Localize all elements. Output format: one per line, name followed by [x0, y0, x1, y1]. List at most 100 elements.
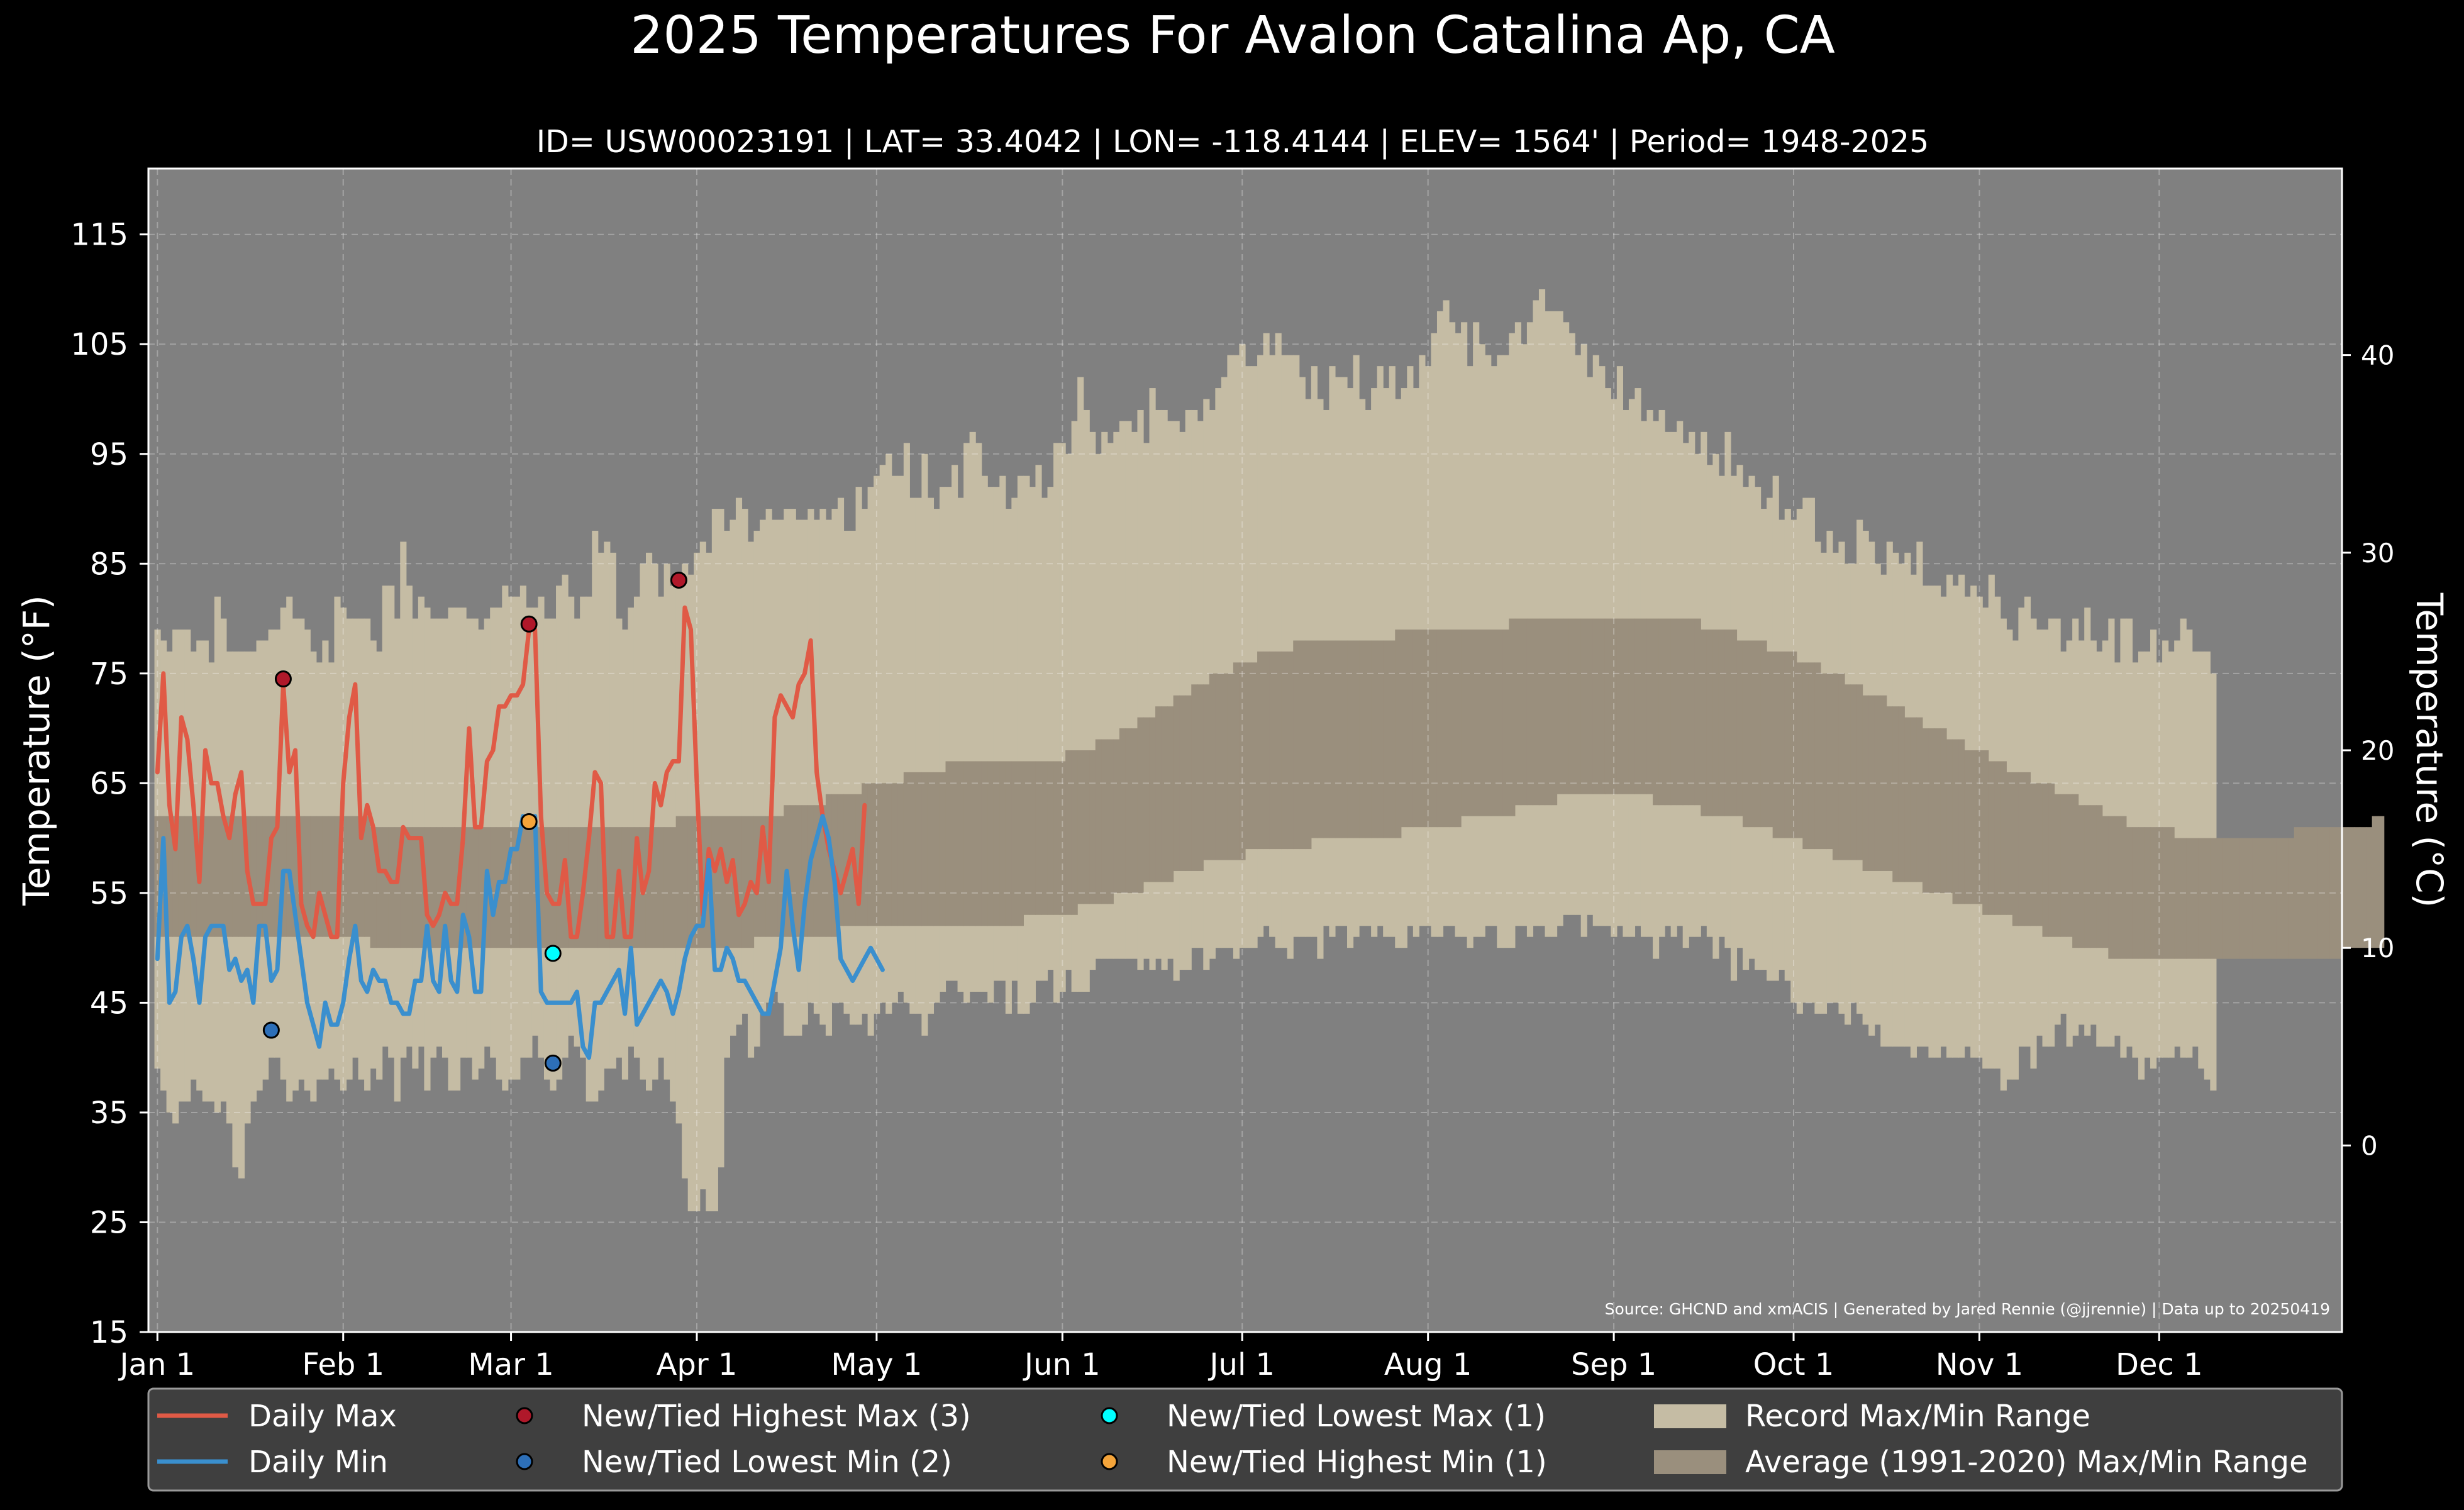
normal-range-bar: [1809, 662, 1815, 849]
normal-range-bar: [1251, 662, 1258, 849]
normal-range-bar: [1773, 652, 1779, 838]
normal-range-bar: [1365, 640, 1372, 838]
normal-range-bar: [1413, 630, 1419, 827]
chart-title: 2025 Temperatures For Avalon Catalina Ap…: [630, 6, 1835, 65]
normal-range-bar: [2192, 838, 2199, 959]
normal-range-bar: [1359, 640, 1365, 838]
normal-range-bar: [2210, 838, 2216, 959]
record-range-bar: [1221, 377, 1228, 948]
normal-range-bar: [257, 816, 263, 937]
legend-swatch-normal-range: [1654, 1450, 1726, 1474]
x-tick-label: Jul 1: [1207, 1347, 1275, 1382]
normal-range-bar: [1641, 619, 1647, 794]
normal-range-bar: [1533, 619, 1539, 806]
normal-range-bar: [952, 761, 958, 926]
normal-range-bar: [1431, 630, 1437, 827]
record-range-bar: [885, 454, 892, 1014]
normal-range-bar: [2108, 816, 2114, 959]
normal-range-bar: [1371, 640, 1377, 838]
normal-range-bar: [1677, 619, 1683, 806]
normal-range-bar: [1221, 674, 1228, 860]
normal-range-bar: [2120, 816, 2126, 959]
normal-range-bar: [2174, 838, 2180, 959]
normal-range-bar: [250, 816, 257, 937]
normal-range-bar: [1904, 718, 1911, 882]
y-tick-label-left: 65: [90, 766, 128, 801]
normal-range-bar: [2114, 816, 2121, 959]
y-tick-label-left: 55: [90, 876, 128, 911]
normal-range-bar: [1473, 630, 1479, 816]
normal-range-bar: [1527, 619, 1533, 806]
normal-range-bar: [1263, 652, 1270, 849]
normal-range-bar: [982, 761, 988, 926]
record-range-bar: [1185, 410, 1192, 970]
normal-range-bar: [868, 783, 874, 926]
y-tick-label-right: 10: [2361, 933, 2394, 963]
normal-range-bar: [1215, 674, 1221, 860]
legend-label-daily-min: Daily Min: [248, 1445, 388, 1480]
y-tick-label-left: 35: [90, 1096, 128, 1131]
normal-range-bar: [1785, 652, 1791, 838]
normal-range-bar: [1755, 640, 1761, 827]
normal-range-bar: [933, 772, 940, 926]
normal-range-bar: [1826, 674, 1833, 849]
record-dot-new-low-max: [545, 946, 560, 961]
normal-range-bar: [1503, 630, 1509, 816]
normal-range-bar: [1581, 619, 1587, 794]
normal-range-bar: [975, 761, 982, 926]
normal-range-bar: [2228, 838, 2234, 959]
normal-range-bar: [2072, 794, 2078, 948]
record-range-bar: [928, 498, 934, 1014]
normal-range-bar: [1455, 630, 1462, 827]
normal-range-bar: [1257, 652, 1263, 849]
normal-range-bar: [1802, 662, 1809, 849]
record-range-bar: [1437, 311, 1443, 937]
normal-range-bar: [2246, 838, 2253, 959]
x-tick-label: Nov 1: [1936, 1347, 2023, 1382]
normal-range-bar: [1155, 706, 1162, 882]
normal-range-bar: [1119, 728, 1126, 893]
normal-range-bar: [1143, 718, 1150, 882]
normal-range-bar: [2366, 827, 2372, 948]
normal-range-bar: [1203, 684, 1209, 860]
normal-range-bar: [472, 827, 479, 948]
normal-range-bar: [1053, 761, 1060, 914]
normal-range-bar: [1653, 619, 1659, 806]
record-range-bar: [1018, 476, 1024, 1014]
y-tick-label-left: 85: [90, 547, 128, 582]
normal-range-bar: [945, 761, 952, 926]
normal-range-bar: [1383, 640, 1389, 838]
normal-range-bar: [2042, 783, 2048, 936]
normal-range-bar: [1077, 750, 1084, 904]
normal-range-bar: [1341, 640, 1347, 838]
record-range-bar: [1269, 355, 1275, 937]
x-tick-label: Feb 1: [302, 1347, 384, 1382]
normal-range-bar: [2378, 816, 2384, 948]
normal-range-bar: [1467, 630, 1473, 816]
normal-range-bar: [1689, 619, 1695, 806]
record-range-bar: [760, 519, 766, 1013]
normal-range-bar: [1107, 740, 1114, 904]
record-range-bar: [724, 531, 730, 1058]
legend-label-new-low-min: New/Tied Lowest Min (2): [582, 1445, 952, 1480]
normal-range-bar: [796, 805, 802, 936]
normal-range-bar: [1569, 619, 1575, 794]
normal-range-bar: [2252, 838, 2258, 959]
normal-range-bar: [2030, 783, 2036, 926]
record-dot-new-high-min: [521, 814, 536, 829]
normal-range-bar: [1065, 750, 1072, 915]
record-range-bar: [388, 586, 394, 1057]
normal-range-bar: [1048, 761, 1054, 914]
normal-range-bar: [1150, 718, 1156, 882]
record-range-bar: [819, 509, 826, 1024]
normal-range-bar: [1617, 619, 1623, 794]
normal-range-bar: [2001, 761, 2007, 914]
normal-range-bar: [958, 761, 964, 926]
normal-range-bar: [1060, 761, 1066, 914]
normal-range-bar: [2222, 838, 2228, 959]
normal-range-bar: [1659, 619, 1665, 806]
normal-range-bar: [1814, 662, 1821, 849]
normal-range-bar: [436, 827, 442, 948]
normal-range-bar: [2198, 838, 2204, 959]
normal-range-bar: [2018, 772, 2024, 926]
